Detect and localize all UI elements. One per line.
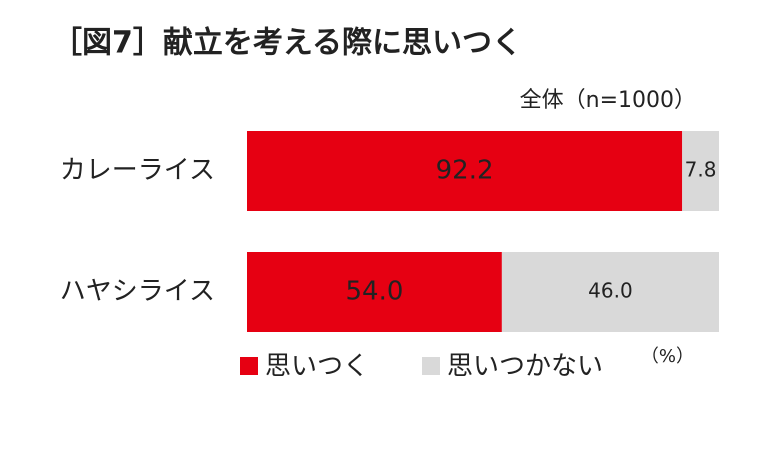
legend-label: 思いつかない xyxy=(447,352,603,382)
bar-segment xyxy=(501,252,719,332)
bar-segment xyxy=(682,131,719,211)
bar-segment xyxy=(247,131,683,211)
legend-swatch xyxy=(422,357,440,375)
legend-label: 思いつく xyxy=(265,352,369,382)
bar-segment xyxy=(247,252,502,332)
legend-swatch xyxy=(240,357,258,375)
value-label: 7.8 xyxy=(685,158,717,182)
chart-title: ［図7］献立を考える際に思いつく xyxy=(52,26,522,61)
value-label: 46.0 xyxy=(588,279,633,303)
unit-label: （%） xyxy=(641,346,694,367)
value-label: 54.0 xyxy=(345,277,403,307)
value-label: 92.2 xyxy=(436,156,494,186)
chart-subtitle: 全体（n=1000） xyxy=(520,88,696,113)
category-label: カレーライス xyxy=(60,156,215,186)
category-label: ハヤシライス xyxy=(60,277,215,307)
